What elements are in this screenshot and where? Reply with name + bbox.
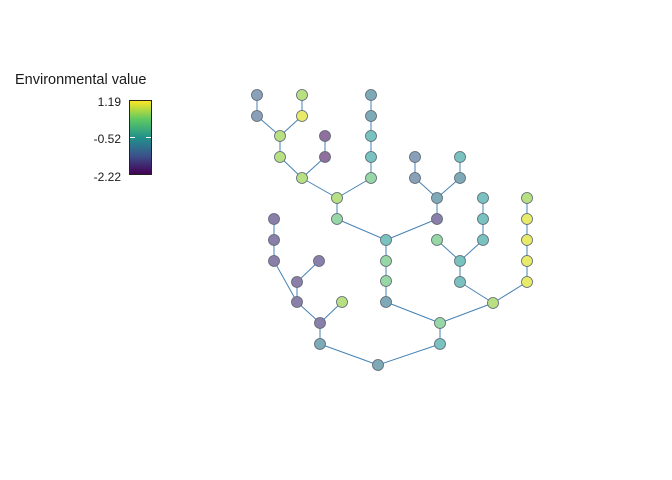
tree-node [291, 276, 303, 288]
tree-edge [319, 343, 379, 366]
tree-node [521, 213, 533, 225]
tree-edge [492, 281, 528, 304]
tree-node [365, 110, 377, 122]
tree-node [477, 234, 489, 246]
tree-node [314, 338, 326, 350]
tree-node [380, 296, 392, 308]
tree-node [331, 213, 343, 225]
tree-node [251, 110, 263, 122]
tree-node [521, 234, 533, 246]
tree-node [487, 297, 499, 309]
tree-node [380, 275, 392, 287]
tree-node [454, 255, 466, 267]
tree-node [521, 255, 533, 267]
tree-node [409, 172, 421, 184]
tree-node [409, 151, 421, 163]
tree-node [296, 89, 308, 101]
tree-node [296, 110, 308, 122]
tree-node [331, 192, 343, 204]
tree-node [314, 317, 326, 329]
tree-node [454, 276, 466, 288]
tree-node [291, 296, 303, 308]
tree-node [434, 338, 446, 350]
tree-node [365, 130, 377, 142]
tree-node [274, 130, 286, 142]
tree-node [521, 192, 533, 204]
tree-node [434, 317, 446, 329]
tree-node [454, 151, 466, 163]
tree-node [268, 255, 280, 267]
tree-edge [385, 218, 438, 241]
tree-node [319, 151, 331, 163]
tree-node [372, 359, 384, 371]
tree-node [365, 89, 377, 101]
tree-edge [385, 301, 441, 324]
legend-colorbar [129, 100, 152, 175]
tree-node [274, 151, 286, 163]
tree-node [319, 130, 331, 142]
tree-edge [459, 281, 494, 304]
tree-edge [377, 343, 441, 366]
tree-node [431, 192, 443, 204]
tree-node [380, 234, 392, 246]
tree-node [431, 234, 443, 246]
tree-node [431, 213, 443, 225]
legend-tick-right [146, 137, 151, 138]
tree-node [365, 151, 377, 163]
tree-edge [301, 177, 338, 199]
tree-node [477, 192, 489, 204]
tree-node [454, 172, 466, 184]
tree-edge [439, 302, 494, 324]
legend-min-label: -2.22 [93, 170, 121, 184]
tree-node [336, 296, 348, 308]
legend-max-label: 1.19 [97, 95, 121, 109]
legend-mid-label: -0.52 [93, 132, 121, 146]
tree-node [380, 255, 392, 267]
legend-title: Environmental value [15, 72, 147, 88]
tree-edge [336, 218, 387, 241]
tree-node [268, 234, 280, 246]
tree-node [296, 172, 308, 184]
tree-edge [336, 177, 372, 199]
tree-node [251, 89, 263, 101]
legend-tick-left [130, 137, 135, 138]
tree-node [477, 213, 489, 225]
tree-node [313, 255, 325, 267]
tree-node [521, 276, 533, 288]
tree-node [365, 172, 377, 184]
tree-edge [273, 260, 298, 303]
tree-node [268, 213, 280, 225]
